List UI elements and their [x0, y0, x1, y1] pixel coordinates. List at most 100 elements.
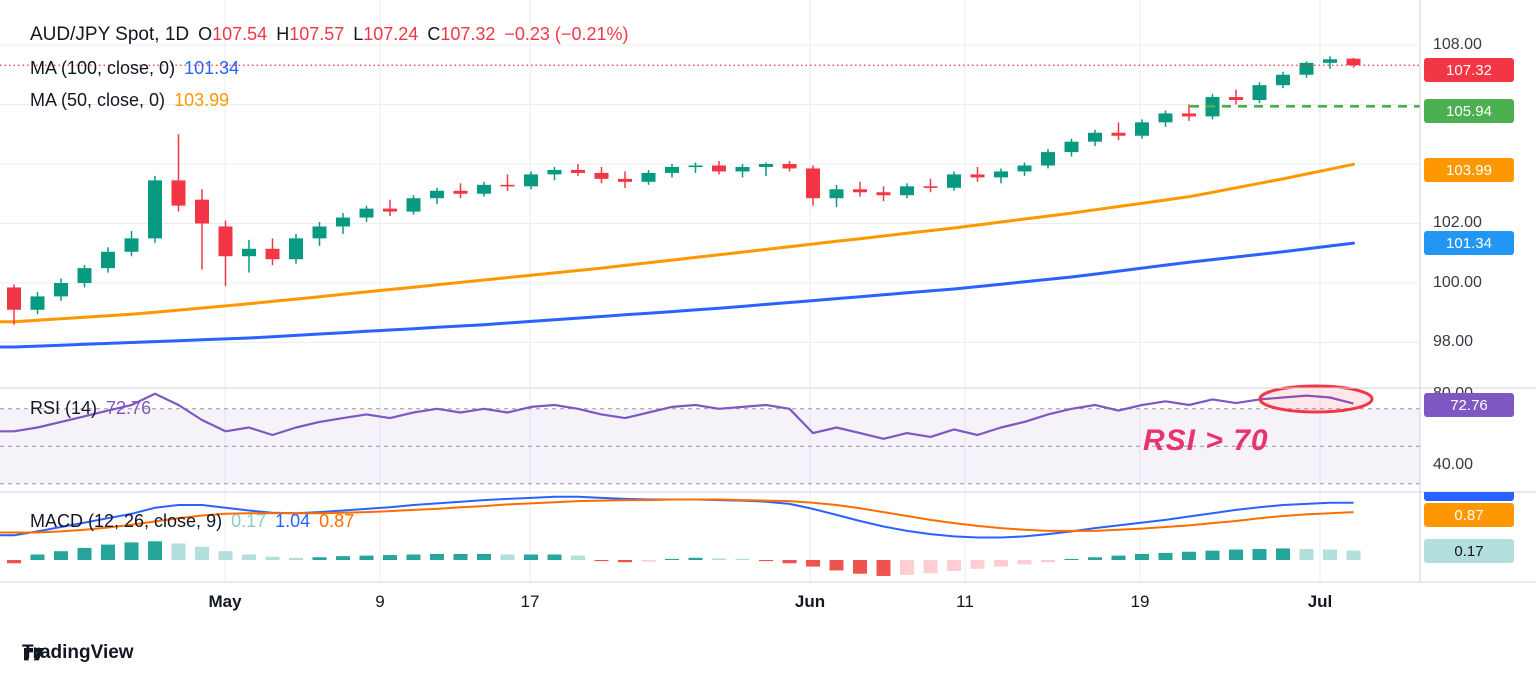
open-label: O107.54 — [198, 24, 268, 44]
macd-hist-bar — [759, 560, 773, 562]
macd-hist-bar — [947, 560, 961, 571]
macd-signal-line — [0, 498, 1354, 534]
candle-body — [853, 189, 867, 193]
macd-hist-bar — [571, 555, 585, 560]
candle-body — [453, 190, 468, 194]
macd-signal-line — [0, 498, 1354, 534]
macd-hist-bar — [7, 560, 21, 564]
candle-body — [218, 226, 233, 257]
macd-hist-bar — [712, 558, 726, 560]
macd-hist-bar — [806, 560, 820, 567]
candle-body — [900, 186, 914, 196]
price-axis-tick: 102.00 — [1433, 214, 1482, 231]
candle-body — [312, 226, 327, 239]
gridlines — [0, 0, 1420, 582]
macd-hist-bar — [923, 560, 938, 574]
price-axis-badge: 0.17 — [1424, 539, 1514, 563]
candle-body — [242, 248, 256, 257]
macd-histogram — [7, 541, 1361, 576]
macd-hist-bar — [171, 543, 186, 560]
macd-hist-bar — [618, 560, 632, 563]
candle-body — [1017, 165, 1032, 172]
candle-body — [359, 208, 374, 218]
candle-body — [524, 174, 538, 187]
candle-body — [1229, 97, 1243, 101]
macd-label: MACD (12, 26, close, 9) — [30, 511, 223, 531]
candle-body — [594, 172, 609, 179]
candle-body — [1041, 152, 1055, 166]
time-axis-tick: 19 — [1130, 592, 1150, 611]
candle-body — [148, 180, 162, 239]
ma50-line — [0, 162, 1355, 324]
price-axis-badge: 0.87 — [1424, 503, 1514, 527]
macd-hist-bar — [970, 560, 985, 569]
macd-hist-bar — [336, 556, 350, 560]
candle-body — [171, 180, 186, 206]
rsi-ellipse-annotation[interactable] — [1258, 384, 1374, 414]
candle-body — [970, 174, 985, 178]
price-axis-tick: 100.00 — [1433, 274, 1482, 291]
rsi-annotation-text[interactable]: RSI > 70 — [1143, 424, 1269, 457]
candle-body — [383, 208, 397, 212]
candle-body — [641, 172, 656, 182]
macd-hist-bar — [876, 560, 891, 576]
candle-body — [77, 268, 92, 283]
candle-body — [195, 199, 209, 224]
change-value: −0.23 (−0.21%) — [504, 24, 629, 44]
time-axis-tick: 11 — [956, 592, 974, 611]
price-axis-badge: 107.32 — [1424, 58, 1514, 82]
macd-hist-bar — [477, 553, 491, 560]
tradingview-logo-icon — [24, 648, 44, 661]
candle-body — [876, 192, 891, 196]
ma100-legend[interactable]: MA (100, close, 0) 101.34 — [30, 58, 239, 79]
candle-body — [618, 178, 632, 182]
candle-body — [7, 287, 21, 310]
macd-hist-bar — [406, 554, 421, 560]
low-value: 107.24 — [363, 24, 419, 44]
ma100-line — [0, 241, 1355, 349]
candle-body — [477, 184, 491, 194]
ma50-legend[interactable]: MA (50, close, 0) 103.99 — [30, 90, 229, 111]
macd-hist-bar — [853, 560, 867, 574]
candle-body — [500, 184, 515, 187]
macd-hist-bar — [359, 555, 374, 560]
macd-hist-bar — [594, 560, 609, 562]
price-axis-badge: 105.94 — [1424, 99, 1514, 123]
candle-body — [289, 238, 303, 260]
symbol-legend[interactable]: AUD/JPY Spot, 1D O107.54 H107.57 L107.24… — [30, 24, 628, 46]
candle-body — [101, 251, 115, 269]
price-axis-badge: 72.76 — [1424, 393, 1514, 417]
macd-hist-bar — [1088, 557, 1102, 560]
macd-legend[interactable]: MACD (12, 26, close, 9) 0.17 1.04 0.87 — [30, 511, 354, 532]
macd-hist-bar — [242, 554, 256, 560]
candle-body — [665, 166, 679, 173]
candle-body — [336, 217, 350, 227]
price-axis-tick: 40.00 — [1433, 456, 1474, 473]
macd-hist-bar — [218, 551, 233, 560]
macd-hist-bar — [265, 556, 280, 560]
macd-hist-bar — [1252, 549, 1267, 560]
rsi-label: RSI (14) — [30, 398, 98, 418]
candle-body — [829, 189, 844, 199]
macd-hist-bar — [665, 558, 679, 560]
ma50-line — [0, 162, 1355, 324]
candle-body — [54, 283, 68, 297]
tradingview-attribution[interactable]: TradingView — [22, 642, 134, 664]
macd-hist-bar — [1182, 551, 1196, 560]
macd-hist-bar — [453, 553, 468, 560]
time-axis-tick: 17 — [520, 592, 540, 611]
rsi-legend[interactable]: RSI (14) 72.76 — [30, 398, 151, 419]
macd-hist-bar — [195, 546, 209, 560]
rsi-plot — [0, 392, 1354, 440]
candle-body — [782, 164, 797, 169]
candle-body — [1111, 132, 1126, 136]
candle-body — [124, 238, 139, 252]
rsi-band — [0, 408, 1420, 485]
ma50-label: MA (50, close, 0) — [30, 90, 166, 110]
candle-body — [759, 164, 773, 167]
price-levels — [0, 64, 1420, 108]
candle-body — [994, 171, 1008, 178]
candle-body — [1158, 113, 1173, 123]
macd-hist-bar — [1323, 549, 1337, 560]
